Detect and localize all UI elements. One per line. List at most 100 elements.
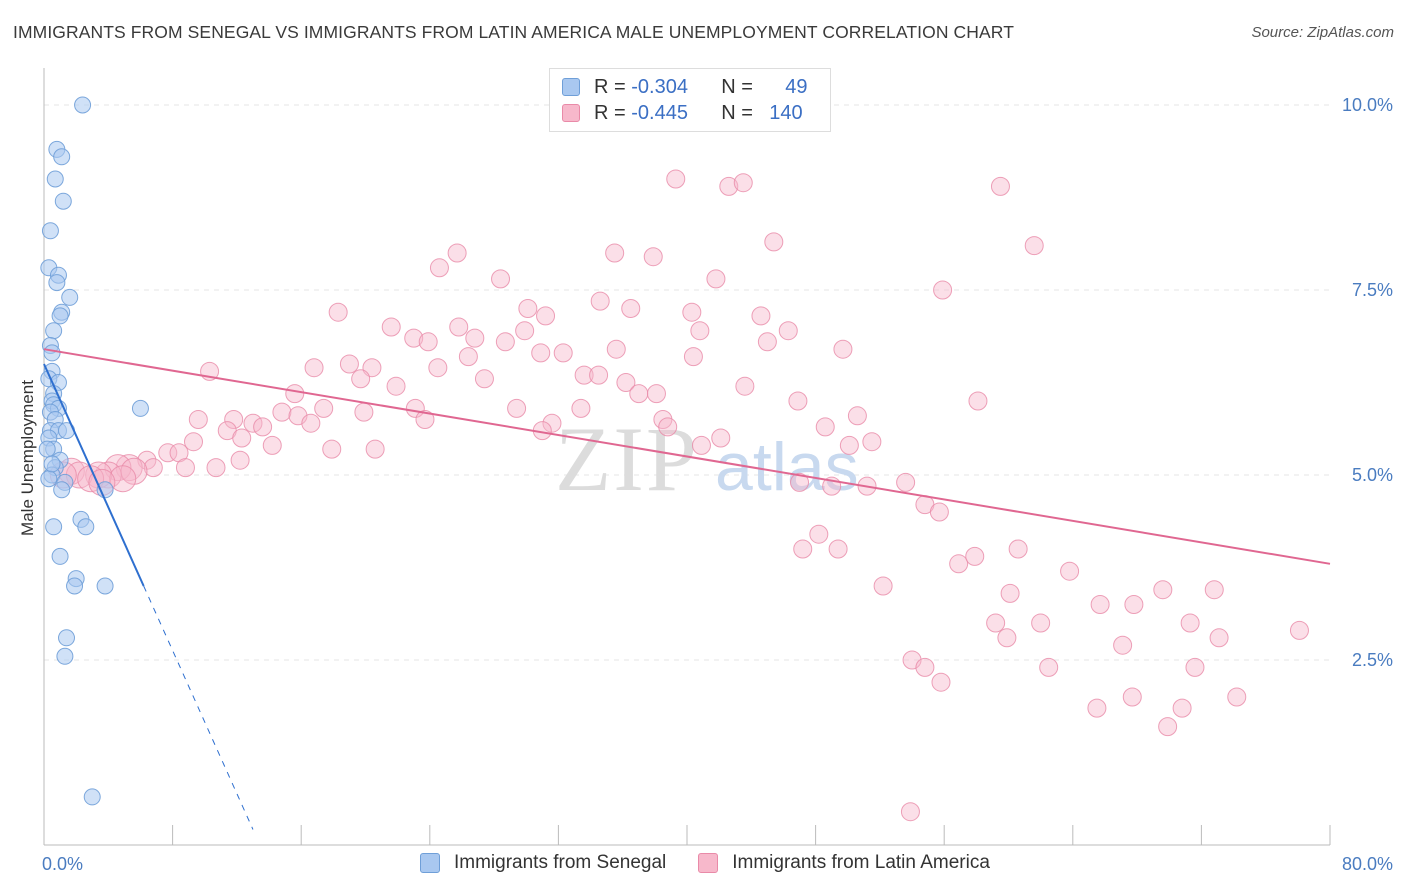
latin-legend-swatch bbox=[698, 853, 719, 873]
latin-america-point bbox=[1185, 657, 1205, 677]
latin-america-point bbox=[365, 439, 385, 459]
latin-america-point bbox=[833, 339, 853, 359]
senegal-r-label: R = bbox=[594, 75, 626, 98]
latin-america-point bbox=[778, 321, 798, 341]
latin-america-point bbox=[351, 369, 371, 389]
senegal-point bbox=[45, 518, 63, 536]
latin-america-point bbox=[175, 458, 195, 478]
latin-america-point bbox=[1087, 698, 1107, 718]
latin-america-point bbox=[711, 428, 731, 448]
latin-america-point bbox=[507, 398, 527, 418]
x-tick-label: 0.0% bbox=[42, 854, 83, 874]
latin-america-point bbox=[790, 472, 810, 492]
x-tick-label: 80.0% bbox=[1342, 854, 1393, 874]
latin-america-point bbox=[474, 369, 494, 389]
senegal-point bbox=[96, 577, 114, 595]
watermark: ZIP atlas bbox=[555, 408, 859, 510]
latin-america-point bbox=[735, 376, 755, 396]
senegal-point bbox=[66, 577, 84, 595]
senegal-n-value: 49 bbox=[785, 75, 808, 98]
senegal-point bbox=[38, 440, 56, 458]
latin-america-point bbox=[1209, 628, 1229, 648]
latin-america-point bbox=[1158, 717, 1178, 737]
senegal-point bbox=[131, 399, 149, 417]
latin-america-point bbox=[143, 458, 163, 478]
latin-america-point bbox=[590, 291, 610, 311]
senegal-trend-line bbox=[43, 363, 145, 587]
latin-america-point bbox=[515, 321, 535, 341]
latin-america-point bbox=[553, 343, 573, 363]
senegal-point bbox=[45, 322, 63, 340]
latin-america-point bbox=[1153, 580, 1173, 600]
senegal-point bbox=[43, 455, 61, 473]
latin-america-point bbox=[304, 358, 324, 378]
latin-america-point bbox=[683, 347, 703, 367]
tick-labels: 2.5% 5.0% 7.5% 10.0% 0.0% 80.0% bbox=[42, 95, 1393, 874]
latin-america-point bbox=[900, 802, 920, 822]
latin-america-point bbox=[847, 406, 867, 426]
senegal-swatch bbox=[562, 78, 580, 96]
latin-america-point bbox=[574, 365, 594, 385]
latin-america-point bbox=[109, 465, 137, 493]
senegal-point bbox=[77, 518, 95, 536]
latin-america-point bbox=[862, 432, 882, 452]
latin-america-point bbox=[929, 502, 949, 522]
senegal-point bbox=[53, 148, 71, 166]
latin-r-value: -0.445 bbox=[631, 101, 688, 124]
latin-america-point bbox=[1024, 236, 1044, 256]
latin-america-point bbox=[682, 302, 702, 322]
latin-america-point bbox=[629, 384, 649, 404]
latin-america-point bbox=[997, 628, 1017, 648]
latin-america-point bbox=[322, 439, 342, 459]
bottom-legend-latin: Immigrants from Latin America bbox=[698, 852, 990, 874]
senegal-point bbox=[53, 481, 71, 499]
latin-america-point bbox=[449, 317, 469, 337]
senegal-point bbox=[51, 547, 69, 565]
grid-lines bbox=[44, 104, 1330, 661]
latin-america-point bbox=[690, 321, 710, 341]
latin-america-point bbox=[915, 657, 935, 677]
latin-america-point bbox=[224, 410, 244, 429]
latin-america-point bbox=[301, 413, 321, 433]
latin-america-point bbox=[1124, 595, 1144, 614]
latin-america-point bbox=[1122, 687, 1142, 707]
latin-america-point bbox=[188, 410, 208, 429]
latin-america-point bbox=[206, 458, 226, 478]
latin-america-point bbox=[1204, 580, 1224, 600]
latin-america-point bbox=[232, 428, 252, 448]
latin-america-point bbox=[542, 413, 562, 433]
latin-america-point bbox=[828, 539, 848, 559]
watermark-zip: ZIP bbox=[555, 408, 699, 510]
latin-america-point bbox=[418, 332, 438, 352]
latin-america-point bbox=[646, 384, 666, 404]
latin-america-point bbox=[458, 347, 478, 367]
latin-america-point bbox=[606, 339, 626, 359]
latin-legend-label: Immigrants from Latin America bbox=[732, 852, 990, 873]
latin-america-point bbox=[751, 306, 771, 326]
senegal-point bbox=[51, 307, 69, 325]
latin-america-point bbox=[1060, 561, 1080, 581]
latin-america-point bbox=[285, 384, 305, 404]
latin-america-point bbox=[230, 450, 250, 470]
watermark-atlas: atlas bbox=[715, 429, 859, 505]
latin-america-point bbox=[1000, 583, 1020, 603]
latin-america-point bbox=[809, 524, 829, 544]
latin-america-point bbox=[328, 302, 348, 322]
senegal-point bbox=[58, 629, 76, 647]
latin-america-point bbox=[1008, 539, 1028, 559]
trend-lines bbox=[43, 348, 1331, 830]
latin-america-point bbox=[986, 613, 1006, 633]
senegal-point bbox=[48, 274, 66, 292]
latin-america-point bbox=[1227, 687, 1247, 707]
latin-america-point bbox=[1090, 595, 1110, 614]
latin-america-point bbox=[1031, 613, 1051, 633]
latin-america-point bbox=[719, 176, 739, 196]
senegal-point bbox=[54, 192, 72, 210]
latin-america-points bbox=[49, 169, 1309, 822]
latin-america-trend-line bbox=[43, 348, 1331, 565]
latin-america-point bbox=[793, 539, 813, 559]
senegal-legend-swatch bbox=[420, 853, 440, 873]
y-tick-label: 10.0% bbox=[1342, 95, 1393, 115]
legend-row-latin: R = -0.445 N = 140 bbox=[562, 100, 803, 126]
source-label: Source: ZipAtlas.com bbox=[1251, 24, 1394, 41]
